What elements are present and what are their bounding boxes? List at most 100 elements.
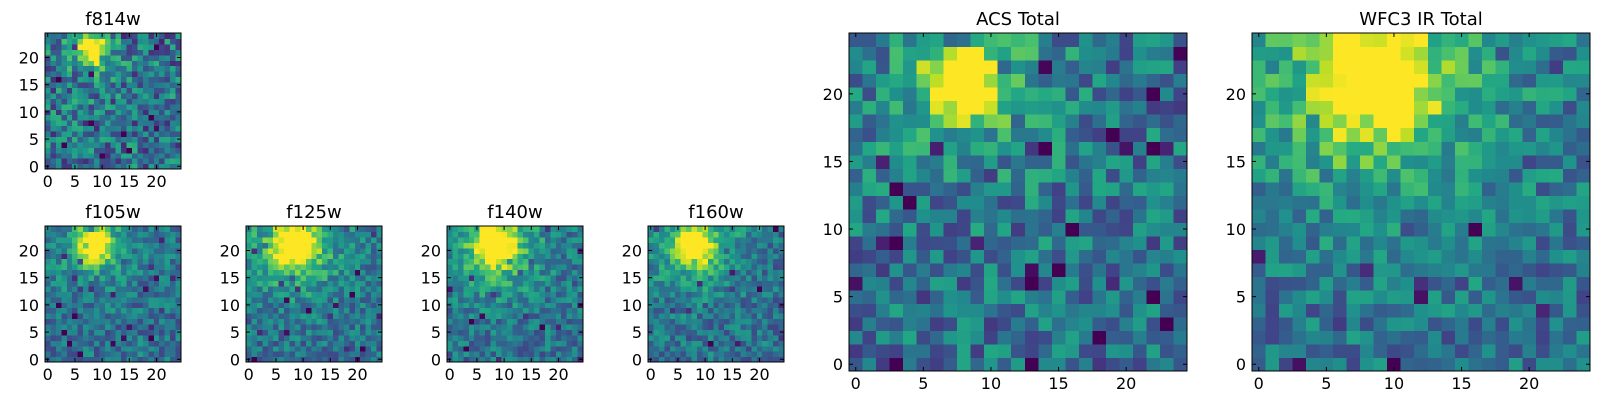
heatmap-cell <box>99 302 106 309</box>
heatmap-cell <box>61 163 68 170</box>
heatmap-cell <box>572 296 579 303</box>
heatmap-cell <box>110 38 117 45</box>
heatmap-cell <box>664 302 671 309</box>
heatmap-cell <box>333 285 340 292</box>
heatmap-cell <box>724 280 731 287</box>
heatmap-cell <box>495 274 502 281</box>
heatmap-cell <box>327 318 334 325</box>
heatmap-cell <box>490 280 497 287</box>
heatmap-cell <box>354 247 361 254</box>
heatmap-cell <box>702 351 709 358</box>
heatmap-cell <box>1024 141 1039 156</box>
heatmap-cell <box>1024 343 1039 359</box>
heatmap-cell <box>997 357 1012 372</box>
heatmap-cell <box>175 38 182 45</box>
heatmap-cell <box>876 330 891 345</box>
heatmap-cell <box>148 296 155 303</box>
heatmap-cell <box>99 136 106 143</box>
heatmap-cell <box>153 87 160 94</box>
y-tick-label: 5 <box>29 130 39 149</box>
heatmap-cell <box>338 269 345 276</box>
heatmap-cell <box>485 345 492 352</box>
heatmap-cell <box>778 226 785 233</box>
heatmap-cell <box>1549 208 1564 223</box>
heatmap-cell <box>970 316 985 332</box>
heatmap-cell <box>1522 343 1537 359</box>
heatmap-cell <box>849 330 864 345</box>
heatmap-cell <box>289 280 296 287</box>
heatmap-cell <box>713 302 720 309</box>
heatmap-cell <box>539 280 546 287</box>
heatmap-cell <box>1346 289 1361 304</box>
y-tick-label: 10 <box>220 296 240 315</box>
heatmap-cell <box>702 313 709 320</box>
heatmap-cell <box>479 323 486 330</box>
heatmap-cell <box>322 285 329 292</box>
heatmap-cell <box>1522 289 1537 304</box>
heatmap-cell <box>83 345 90 352</box>
heatmap-cell <box>696 231 703 238</box>
heatmap-cell <box>159 125 166 132</box>
heatmap-cell <box>115 98 122 105</box>
heatmap-cell <box>121 258 128 265</box>
heatmap-cell <box>724 307 731 314</box>
heatmap-cell <box>1132 168 1148 183</box>
heatmap-cell <box>148 334 155 341</box>
heatmap-cell <box>767 329 774 336</box>
heatmap-cell <box>88 280 95 287</box>
heatmap-cell <box>1105 195 1120 210</box>
heatmap-cell <box>696 242 703 249</box>
heatmap-cell <box>664 269 671 276</box>
heatmap-cell <box>658 253 665 260</box>
heatmap-cell <box>713 231 720 238</box>
heatmap-cell <box>142 340 149 347</box>
heatmap-cell <box>957 73 972 88</box>
heatmap-cell <box>1159 87 1175 102</box>
heatmap-cell <box>713 313 720 320</box>
heatmap-cell <box>126 109 133 116</box>
heatmap-cell <box>653 291 660 298</box>
heatmap-cell <box>142 242 149 249</box>
heatmap-cell <box>1065 154 1080 169</box>
heatmap-cell <box>566 264 573 271</box>
heatmap-cell <box>930 114 945 129</box>
heatmap-cell <box>1441 330 1456 345</box>
heatmap-cell <box>735 356 742 363</box>
heatmap-cell <box>1065 100 1080 115</box>
heatmap-cell <box>132 65 139 72</box>
x-tick-label: 5 <box>918 374 928 393</box>
heatmap-cell <box>1173 249 1188 264</box>
heatmap-cell <box>729 302 736 309</box>
heatmap-cell <box>984 195 999 210</box>
heatmap-cell <box>294 242 301 249</box>
heatmap-cell <box>170 130 177 137</box>
heatmap-cell <box>1495 316 1510 332</box>
heatmap-cell <box>707 340 714 347</box>
heatmap-cell <box>132 152 139 159</box>
heatmap-cell <box>1173 208 1188 223</box>
heatmap-cell <box>713 274 720 281</box>
heatmap-cell <box>930 168 945 183</box>
y-tick-label: 15 <box>19 269 39 288</box>
heatmap-cell <box>544 258 551 265</box>
heatmap-cell <box>957 168 972 183</box>
heatmap-cell <box>696 280 703 287</box>
heatmap-cell <box>1159 330 1175 345</box>
heatmap-cell <box>680 247 687 254</box>
heatmap-cell <box>1468 181 1483 196</box>
heatmap-cell <box>327 280 334 287</box>
heatmap-cell <box>66 87 73 94</box>
heatmap-cell <box>1454 46 1469 61</box>
heatmap-cell <box>137 247 144 254</box>
heatmap-cell <box>142 236 149 243</box>
heatmap-cell <box>463 313 470 320</box>
heatmap-cell <box>561 345 568 352</box>
heatmap-cell <box>72 92 79 99</box>
heatmap-cell <box>256 296 263 303</box>
heatmap-cell <box>132 253 139 260</box>
heatmap-cell <box>1279 357 1294 372</box>
heatmap-cell <box>61 136 68 143</box>
heatmap-cell <box>680 269 687 276</box>
heatmap-cell <box>876 127 891 142</box>
heatmap-cell <box>55 253 62 260</box>
